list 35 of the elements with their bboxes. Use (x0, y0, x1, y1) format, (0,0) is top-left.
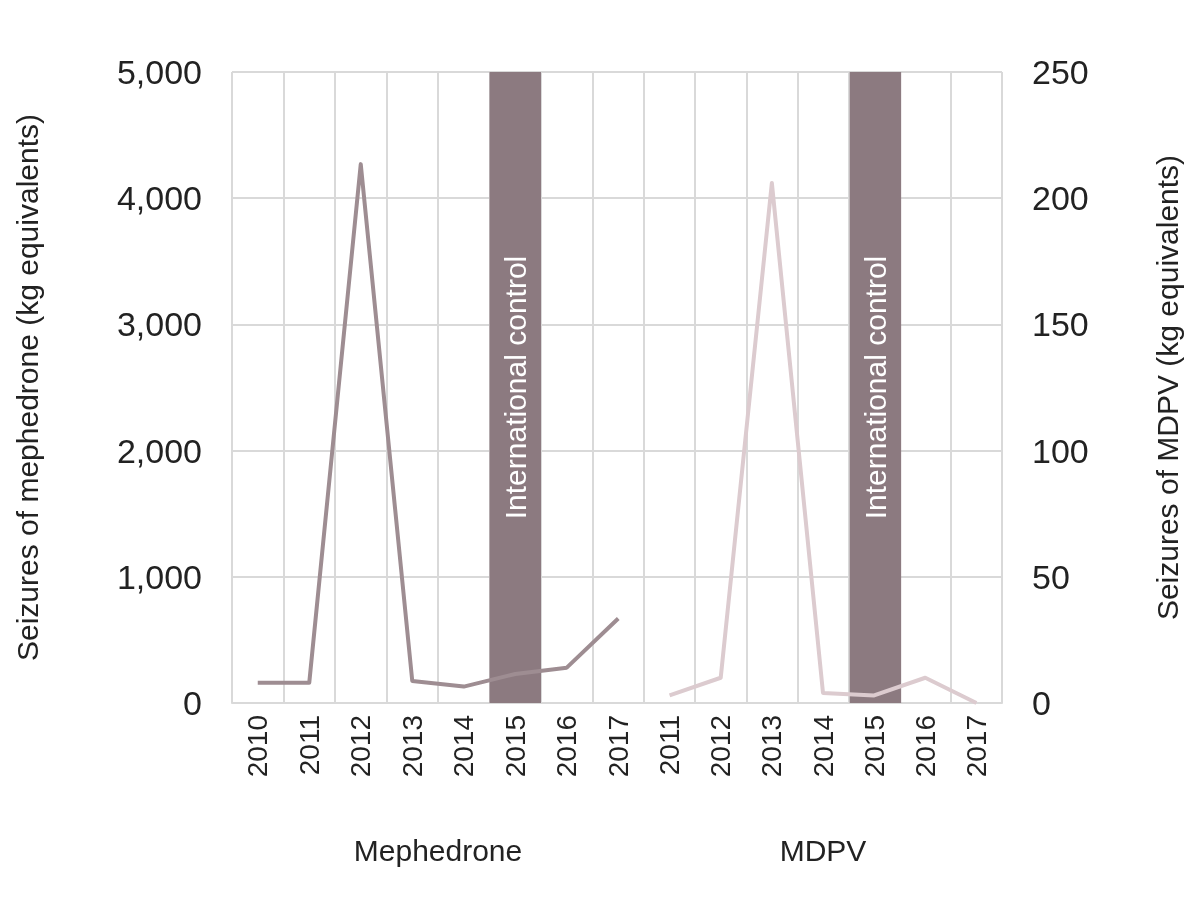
y-tick-label: 0 (183, 684, 202, 722)
line-series (667, 181, 979, 705)
line-series (255, 162, 621, 689)
band-label: International control (858, 255, 892, 520)
y-tick-label: 3,000 (116, 305, 202, 344)
band-label: International control (498, 255, 532, 520)
y-tick-label: 5,000 (116, 53, 202, 91)
y2-tick-label: 100 (1032, 431, 1089, 470)
x-tick-label: 2016 (551, 715, 583, 778)
x-tick-label: 2011 (293, 715, 325, 776)
y2-tick-label: 250 (1032, 53, 1089, 91)
y-tick-label: 2,000 (116, 431, 202, 470)
x-tick-label: 2013 (756, 715, 788, 778)
y2-tick-label: 150 (1032, 305, 1089, 344)
x-tick-label: 2015 (858, 715, 890, 778)
x-tick-label: 2011 (654, 715, 686, 776)
y-tick-label: 4,000 (116, 179, 202, 218)
y2-tick-label: 50 (1032, 557, 1070, 596)
x-tick-label: 2016 (909, 715, 941, 778)
y2-tick-label: 0 (1032, 684, 1051, 722)
x-tick-label: 2012 (345, 715, 377, 778)
x-tick-label: 2017 (602, 715, 634, 778)
y-axis-title: Seizures of mephedrone (kg equivalents) (10, 114, 44, 661)
x-axis-title: Mephedrone (353, 833, 523, 867)
x-tick-label: 2010 (242, 715, 274, 778)
x-tick-label: 2014 (807, 715, 839, 778)
x-tick-label: 2013 (396, 715, 428, 778)
y2-axis-title: Seizures of MDPV (kg equivalents) (1150, 154, 1184, 621)
x-tick-label: 2017 (960, 715, 992, 778)
x-tick-label: 2014 (448, 715, 480, 778)
x-axis-title: MDPV (779, 833, 867, 867)
x-tick-label: 2012 (705, 715, 737, 778)
x-tick-label: 2015 (499, 715, 531, 778)
y-tick-label: 1,000 (116, 557, 202, 596)
y2-tick-label: 200 (1032, 179, 1089, 218)
